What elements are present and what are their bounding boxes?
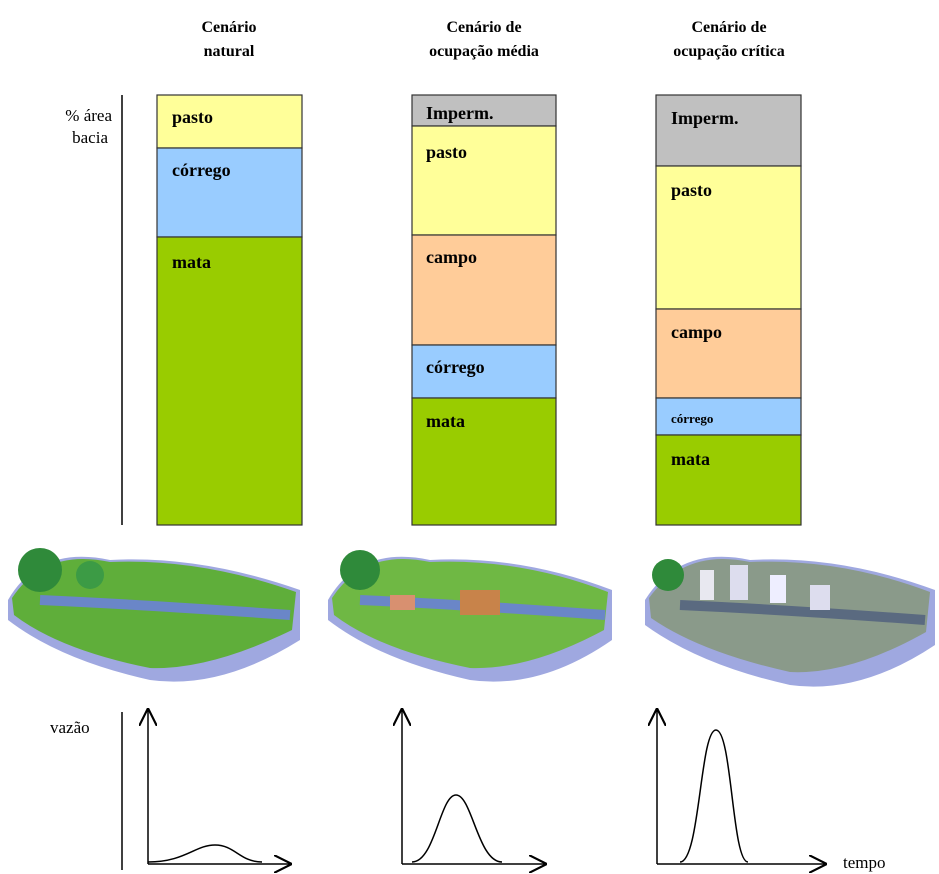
segment: [157, 237, 302, 525]
segment-label: pasto: [671, 180, 712, 200]
segment-label: córrego: [671, 411, 713, 426]
diagram: Cenário natural Cenário de ocupação médi…: [0, 0, 939, 874]
segment-label: pasto: [426, 142, 467, 162]
header: Cenário: [201, 19, 256, 36]
segment-label: mata: [671, 449, 710, 469]
segment-label: mata: [172, 252, 211, 272]
hydrograph: [657, 710, 825, 864]
landscape: [645, 557, 935, 687]
segment-label: campo: [671, 322, 722, 342]
header: ocupação média: [429, 43, 539, 60]
axis-label: tempo: [843, 853, 886, 872]
axis-label: vazão: [50, 718, 90, 737]
segment-label: campo: [426, 247, 477, 267]
landscape: [328, 550, 612, 682]
segment: [656, 95, 801, 166]
landscape: [8, 548, 300, 682]
header: ocupação crítica: [673, 43, 785, 60]
segment-label: mata: [426, 411, 465, 431]
header: Cenário de: [691, 19, 766, 36]
segment-label: pasto: [172, 107, 213, 127]
header: natural: [204, 43, 255, 60]
segment-label: Imperm.: [671, 108, 738, 128]
segment-label: córrego: [172, 160, 231, 180]
bar: pasto córrego mata: [157, 95, 302, 525]
axis-label: bacia: [72, 128, 108, 147]
bar: Imperm. pasto campo córrego mata: [656, 95, 801, 525]
header: Cenário de: [446, 19, 521, 36]
segment-label: Imperm.: [426, 103, 493, 123]
segment-label: córrego: [426, 357, 485, 377]
axis-label: % área: [65, 106, 112, 125]
hydrograph: [148, 710, 290, 864]
bar: Imperm. pasto campo córrego mata: [412, 95, 556, 525]
hydrograph: [402, 710, 545, 864]
